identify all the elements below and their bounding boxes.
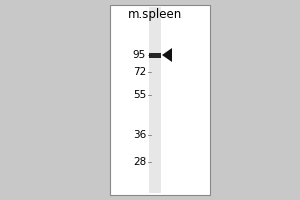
Text: 55: 55 (133, 90, 146, 100)
Text: 95: 95 (133, 50, 146, 60)
Bar (149, 52, 161, 58)
Text: 36: 36 (133, 130, 146, 140)
Text: m.spleen: m.spleen (128, 8, 182, 21)
Bar (149, 7, 161, 193)
Text: 28: 28 (133, 157, 146, 167)
Bar (110, 5, 210, 195)
Polygon shape (162, 48, 172, 62)
Text: 72: 72 (133, 67, 146, 77)
